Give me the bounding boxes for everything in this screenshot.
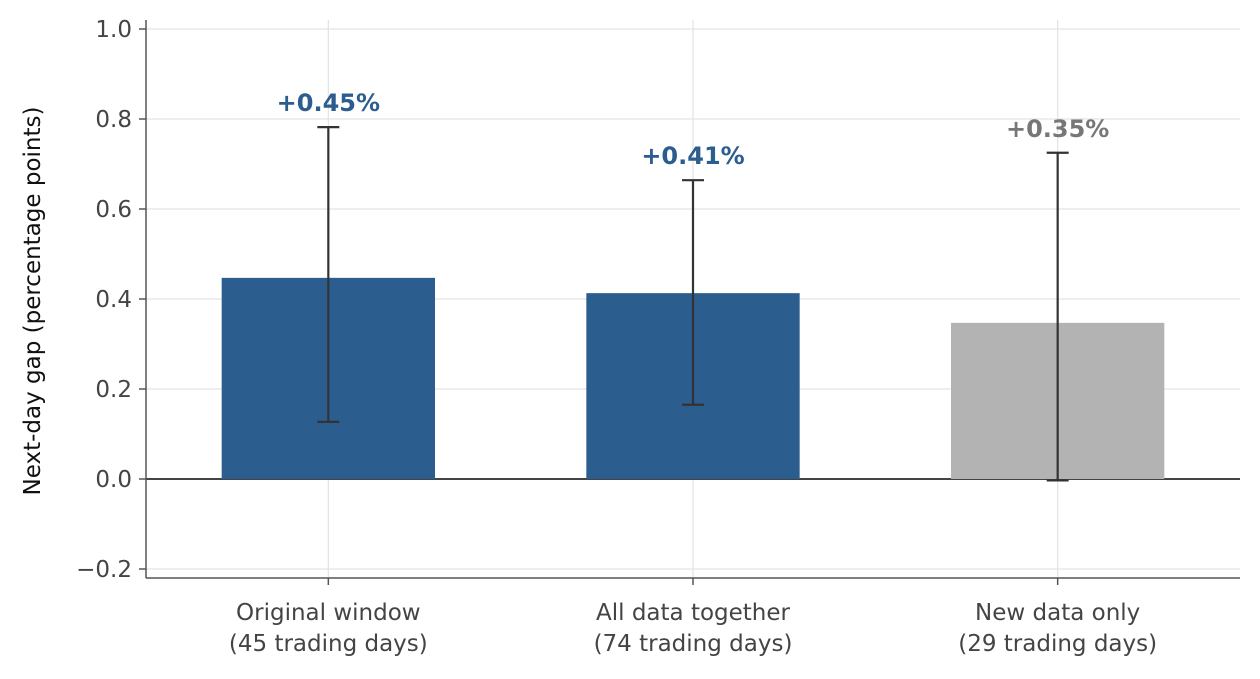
y-tick-label: −0.2 [76,557,132,583]
x-tick-label: Original window [236,600,421,626]
labels: −0.2 0.0 0.2 0.4 0.6 0.8 1.0 +0.45% +0.41% +0.35%… [76,17,1157,657]
x-tick-label: All data together [596,600,791,626]
y-tick-label: 0.0 [95,467,132,493]
x-tick-label: New data only [975,600,1140,626]
x-tick-label: (74 trading days) [594,631,793,657]
y-tick-label: 0.8 [95,107,132,133]
error-bars [317,125,1069,482]
y-tick-label: 0.2 [95,377,132,403]
y-tick-label: 1.0 [95,17,132,43]
x-tick-label: (45 trading days) [229,631,428,657]
y-tick-label: 0.4 [95,287,132,313]
y-axis-title: Next-day gap (percentage points) [20,107,46,496]
data-label: +0.41% [641,142,744,170]
x-tick-label: (29 trading days) [958,631,1157,657]
axes [139,20,1240,585]
data-label: +0.45% [277,89,380,117]
y-tick-label: 0.6 [95,197,132,223]
data-label: +0.35% [1006,115,1109,143]
